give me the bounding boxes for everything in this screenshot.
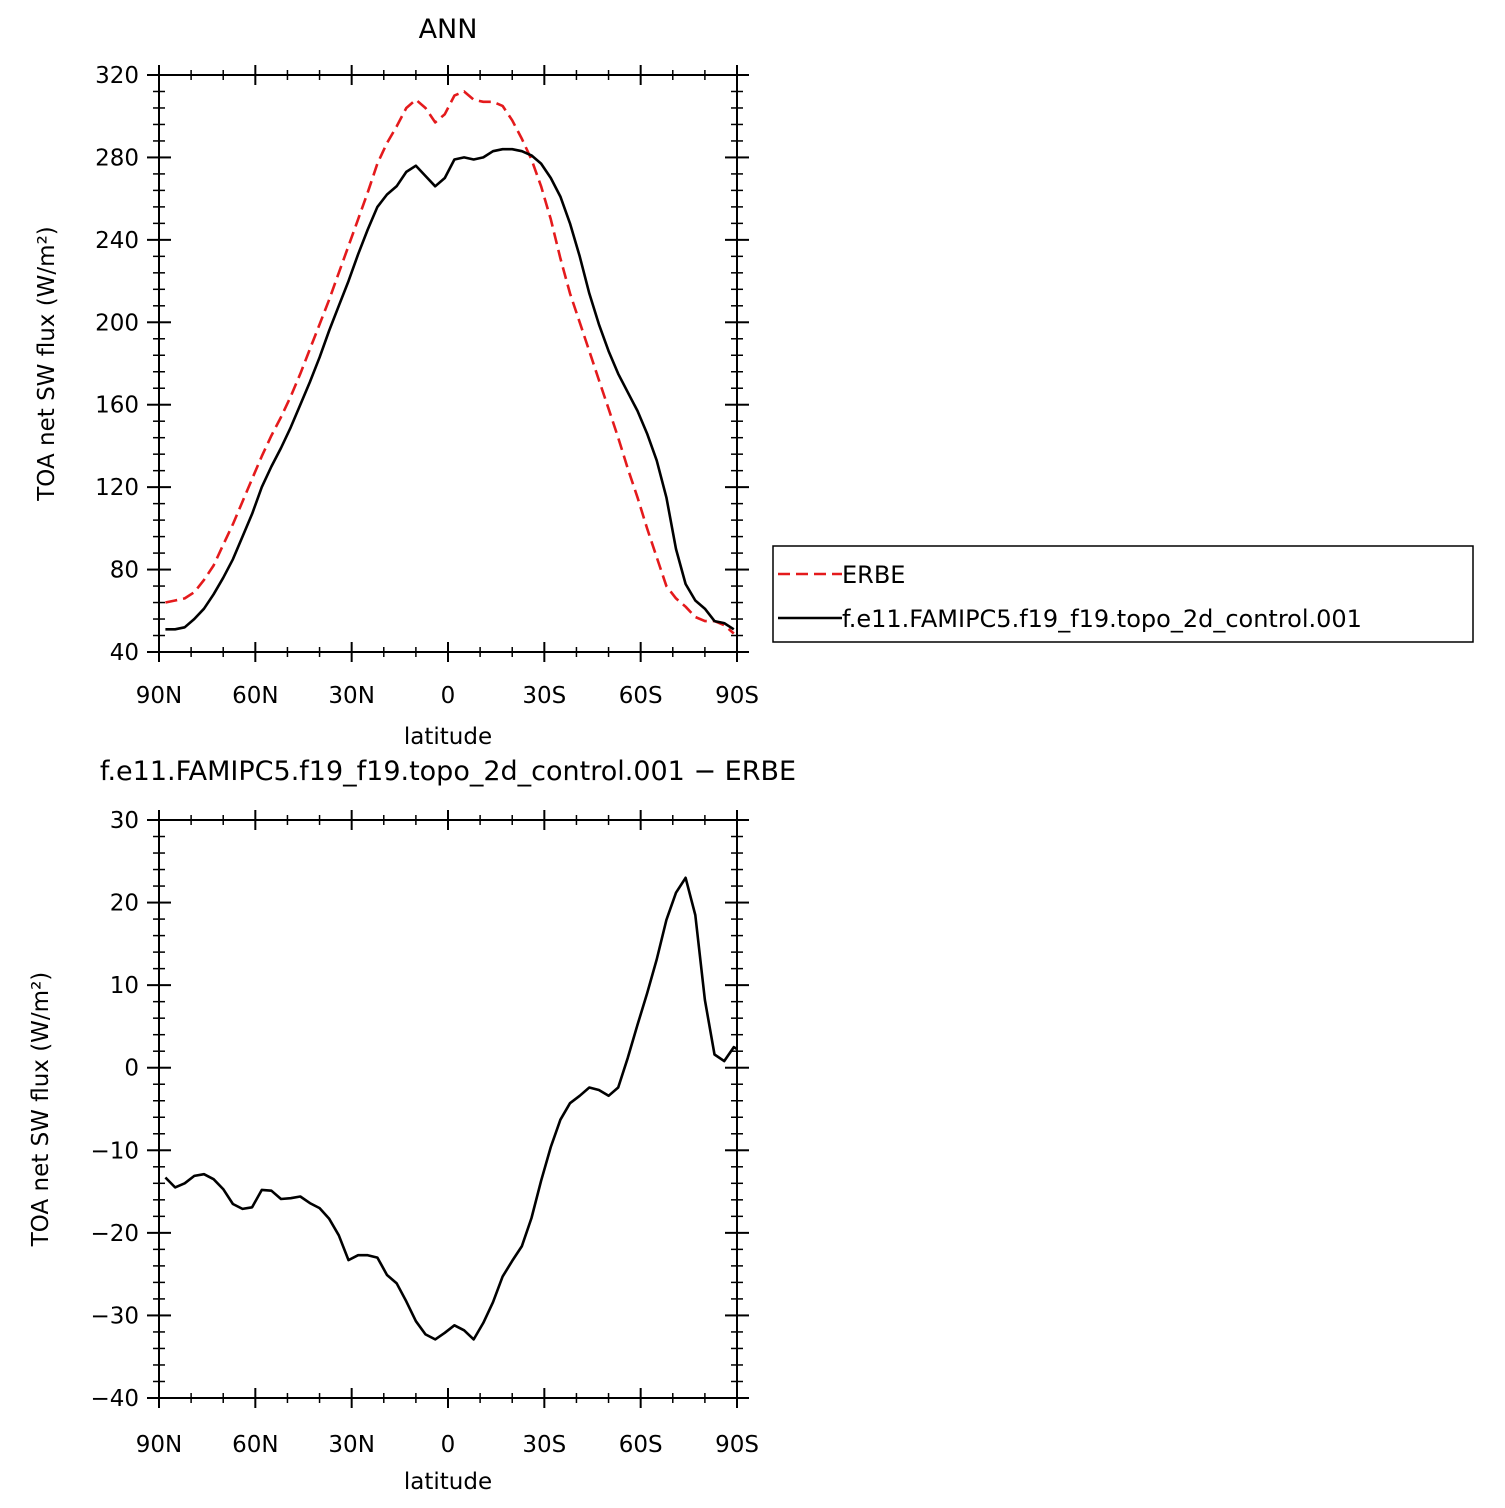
- y-tick-label: 10: [110, 973, 139, 999]
- y-tick-label: 320: [95, 63, 139, 89]
- plot-frame: [158, 819, 738, 1399]
- plot-frame: [158, 74, 738, 653]
- y-tick-label: 240: [95, 228, 139, 254]
- y-tick-label: 0: [124, 1056, 139, 1082]
- bottom-panel: 90N 60N 30N 0 30S 60S 90S −40 −30 −20 −10 0 10 20 30 f.…: [28, 756, 796, 1495]
- y-tick-label: −20: [90, 1221, 139, 1247]
- y-tick-label: 40: [110, 640, 139, 666]
- legend-entry: f.e11.FAMIPC5.f19_f19.topo_2d_control.00…: [842, 605, 1362, 633]
- x-tick-label: 90N: [136, 1432, 182, 1458]
- x-tick-label: 60N: [232, 1432, 278, 1458]
- y-axis-title: TOA net SW flux (W/m²): [28, 972, 54, 1248]
- x-tick-label: 30S: [522, 1432, 566, 1458]
- x-tick-label: 30S: [522, 683, 566, 709]
- series-line-erbe: [165, 90, 735, 635]
- top-panel: 90N 60N 30N 0 30S 60S 90S 40 80 120 160 200 240 280 32…: [34, 14, 1474, 750]
- x-tick-label: 60S: [619, 683, 663, 709]
- x-tick-label: 90N: [136, 683, 182, 709]
- y-tick-label: 80: [110, 558, 139, 584]
- y-tick-label: 160: [95, 393, 139, 419]
- x-tick-label: 90S: [715, 683, 759, 709]
- x-axis-title: latitude: [404, 1469, 492, 1495]
- series-group: [164, 876, 737, 1341]
- legend-entry: ERBE: [842, 561, 905, 589]
- x-tick-label: 30N: [328, 683, 374, 709]
- chart-title: f.e11.FAMIPC5.f19_f19.topo_2d_control.00…: [100, 756, 796, 787]
- y-axis-title: TOA net SW flux (W/m²): [34, 226, 60, 502]
- chart-title: ANN: [419, 14, 478, 45]
- series-line-difference: [164, 876, 737, 1341]
- x-tick-label: 30N: [328, 1432, 374, 1458]
- y-tick-label: −40: [90, 1386, 139, 1412]
- x-axis-title: latitude: [404, 724, 492, 750]
- y-tick-label: 280: [95, 145, 139, 171]
- y-tick-label: −30: [90, 1303, 139, 1329]
- series-line-model: [165, 147, 735, 631]
- legend-box: [772, 545, 1474, 643]
- y-tick-label: 120: [95, 475, 139, 501]
- x-tick-label: 0: [441, 683, 456, 709]
- y-tick-label: 200: [95, 310, 139, 336]
- legend: ERBE f.e11.FAMIPC5.f19_f19.topo_2d_contro…: [772, 545, 1474, 643]
- x-tick-label: 90S: [715, 1432, 759, 1458]
- x-tick-label: 0: [441, 1432, 456, 1458]
- x-tick-label: 60N: [232, 683, 278, 709]
- y-tick-label: −10: [90, 1138, 139, 1164]
- series-group: [165, 90, 735, 635]
- x-tick-label: 60S: [619, 1432, 663, 1458]
- y-tick-label: 20: [110, 891, 139, 917]
- y-tick-label: 30: [110, 808, 139, 834]
